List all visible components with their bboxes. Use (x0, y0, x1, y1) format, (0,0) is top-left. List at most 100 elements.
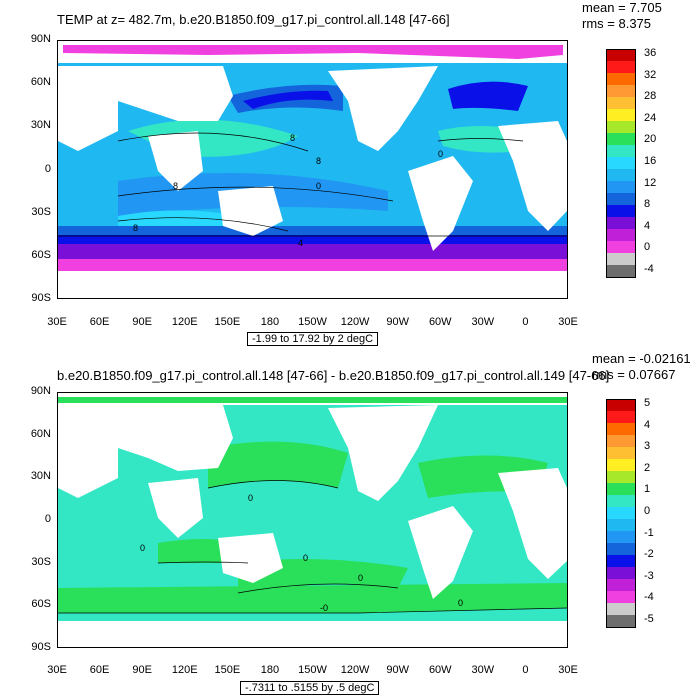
colorbar-swatch (606, 591, 636, 603)
lon-tick-label: 60E (89, 664, 110, 676)
p1-contour-label: 4 (298, 238, 304, 248)
colorbar-label: 4 (644, 219, 651, 232)
colorbar-label: 36 (644, 47, 657, 59)
p1-contour-label: 8 (290, 133, 296, 143)
colorbar-label: -3 (644, 569, 654, 582)
panel1-rms: rms = 8.375 (582, 16, 652, 31)
colorbar-swatch (606, 423, 636, 435)
colorbar-swatch (606, 169, 636, 181)
lon-tick-label: 60E (89, 316, 110, 328)
colorbar-swatch (606, 459, 636, 471)
colorbar-label: 0 (644, 505, 651, 517)
colorbar-swatch (606, 181, 636, 193)
panel2-range-note: -.7311 to .5155 by .5 degC (240, 681, 380, 695)
colorbar-label: 20 (644, 133, 657, 146)
p1-contour-label: 8 (316, 156, 322, 166)
p2-land-eurasia-west (58, 405, 118, 498)
colorbar-label: 12 (644, 176, 657, 189)
colorbar-swatch (606, 145, 636, 157)
colorbar-label: -5 (644, 613, 654, 625)
lat-tick-label: 30N (30, 470, 51, 483)
colorbar-swatch (606, 109, 636, 121)
colorbar-label: -4 (644, 591, 654, 604)
colorbar-label: 28 (644, 90, 657, 103)
colorbar-swatch (606, 567, 636, 579)
p1-arctic-magenta (63, 45, 563, 59)
p1-land-eurasia-west (58, 66, 118, 151)
panel2-map: 0 0 0 0 0 -0 (57, 392, 568, 648)
p1-so-magenta (58, 259, 567, 271)
colorbar-swatch (606, 73, 636, 85)
p2-land-australia (218, 533, 283, 583)
lon-tick-label: 30E (558, 316, 578, 328)
colorbar-swatch (606, 579, 636, 591)
colorbar-label: 0 (644, 241, 651, 254)
colorbar-swatch (606, 411, 636, 423)
colorbar-label: 24 (644, 111, 657, 124)
p2-so-patch (58, 583, 567, 613)
p2-arctic-edge (58, 397, 567, 403)
lon-tick-label: 150E (214, 664, 241, 676)
lon-tick-label: 120E (171, 316, 198, 328)
colorbar-swatch (606, 519, 636, 531)
colorbar-swatch (606, 241, 636, 253)
panel2-mean: mean = -0.02161 (592, 351, 691, 366)
colorbar-label: 4 (644, 418, 651, 431)
colorbar-swatch (606, 49, 636, 62)
p2-land-indochina (148, 478, 203, 538)
p2-land-africa (498, 468, 567, 579)
colorbar-label: 16 (644, 155, 657, 167)
p2-contour-label: 0 (248, 493, 254, 503)
colorbar-swatch (606, 121, 636, 133)
p1-npac-deepblue (243, 90, 333, 109)
lon-tick-label: 30E (558, 664, 578, 676)
lon-tick-label: 90E (132, 664, 152, 676)
lat-tick-label: 30N (30, 119, 51, 132)
p1-so-deepblue (58, 235, 567, 245)
lon-tick-label: 150W (298, 664, 327, 676)
p1-contour-label: 0 (316, 181, 322, 191)
lat-tick-label: 90S (31, 641, 51, 653)
colorbar-label: -1 (644, 526, 654, 539)
lon-tick-label: 90E (132, 316, 152, 328)
p1-contour-label: 8 (133, 223, 139, 233)
colorbar-swatch (606, 399, 636, 412)
colorbar-label: 32 (644, 68, 657, 81)
lat-tick-label: 60S (31, 248, 51, 261)
panel2-map-svg (58, 393, 567, 647)
colorbar-swatch (606, 229, 636, 241)
panel2-rms: rms = 0.07667 (592, 367, 676, 382)
p2-contour-label: 0 (303, 553, 309, 563)
panel2-title: b.e20.B1850.f09_g17.pi_control.all.148 [… (57, 368, 610, 383)
colorbar-label: 2 (644, 461, 651, 474)
colorbar-swatch (606, 85, 636, 97)
lon-tick-label: 60W (428, 316, 452, 328)
lon-tick-label: 60W (428, 664, 452, 676)
lon-tick-label: 0 (522, 664, 529, 676)
colorbar-swatch (606, 543, 636, 555)
colorbar-swatch (606, 61, 636, 73)
lon-tick-label: 30E (47, 664, 67, 676)
colorbar-swatch (606, 615, 636, 628)
lat-tick-label: 60N (30, 76, 51, 89)
p1-land-australia (218, 186, 283, 236)
lat-tick-label: 90N (30, 385, 51, 397)
p2-contour-label: 0 (140, 543, 146, 553)
lon-tick-label: 0 (522, 316, 529, 328)
colorbar-label: 3 (644, 440, 651, 453)
lon-tick-label: 120E (171, 664, 198, 676)
lon-tick-label: 30W (471, 316, 495, 328)
lon-tick-label: 180 (260, 316, 280, 328)
lon-tick-label: 150E (214, 316, 241, 328)
p1-land-indochina (148, 131, 203, 191)
lon-tick-label: 90W (386, 664, 409, 676)
lat-tick-label: 0 (44, 162, 51, 175)
colorbar-swatch (606, 507, 636, 519)
p2-land-asia (118, 405, 233, 471)
colorbar-swatch (606, 447, 636, 459)
colorbar-swatch (606, 157, 636, 169)
colorbar-label: 8 (644, 198, 651, 211)
lon-tick-label: 90W (386, 316, 409, 328)
p2-contour-label: -0 (320, 603, 329, 613)
colorbar-swatch (606, 97, 636, 109)
